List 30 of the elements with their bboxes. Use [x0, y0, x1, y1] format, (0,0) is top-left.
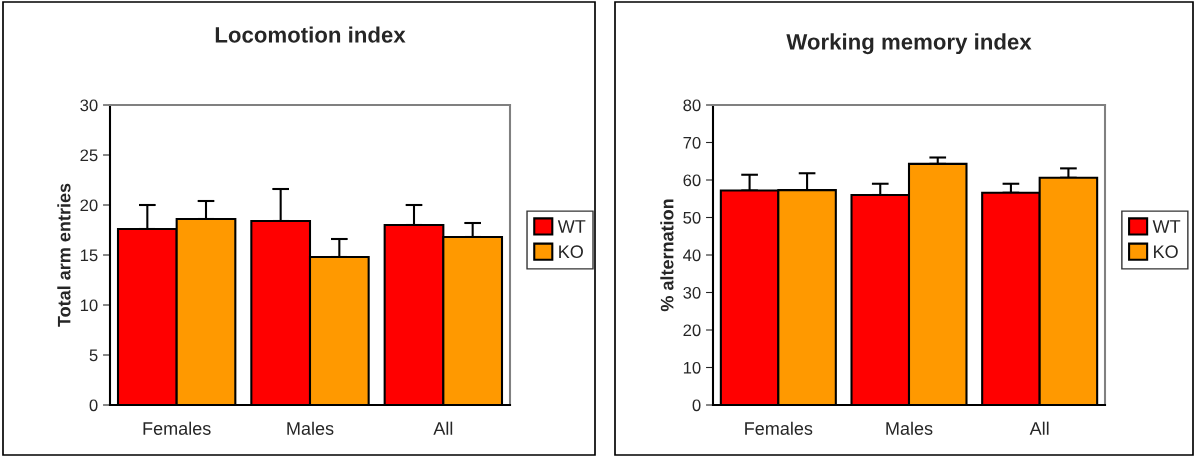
x-tick-label: Females: [143, 421, 211, 435]
y-tick-label: 10: [80, 299, 98, 312]
legend-label: KO: [559, 245, 583, 259]
y-tick-label: 20: [683, 324, 701, 337]
legend-label: WT: [1152, 220, 1181, 233]
y-tick-label: 50: [683, 211, 701, 224]
y-axis-title: Total arm entries: [57, 183, 71, 327]
legend-label: WT: [557, 220, 586, 233]
x-tick-label: Males: [886, 421, 933, 435]
y-tick-label: 0: [692, 399, 701, 412]
y-tick-label: 30: [683, 286, 701, 299]
y-tick-label: 20: [80, 199, 98, 212]
y-tick-label: 40: [683, 249, 701, 262]
chart-title: Working memory index: [786, 33, 1032, 55]
x-tick-label: All: [433, 421, 453, 435]
chart-title: Locomotion index: [215, 26, 406, 43]
y-tick-label: 80: [683, 99, 701, 112]
x-tick-label: All: [1029, 421, 1049, 435]
y-tick-label: 70: [683, 136, 701, 149]
legend-label: KO: [1154, 245, 1178, 259]
y-tick-label: 15: [80, 249, 98, 262]
y-tick-label: 60: [683, 174, 701, 187]
y-tick-label: 25: [80, 149, 98, 162]
x-tick-label: Females: [745, 421, 813, 435]
x-tick-label: Males: [287, 421, 334, 435]
y-tick-label: 0: [89, 399, 98, 412]
y-tick-label: 10: [683, 361, 701, 374]
y-axis-title: % alternation: [660, 199, 674, 312]
y-tick-label: 30: [80, 99, 98, 112]
y-tick-label: 5: [89, 349, 98, 362]
